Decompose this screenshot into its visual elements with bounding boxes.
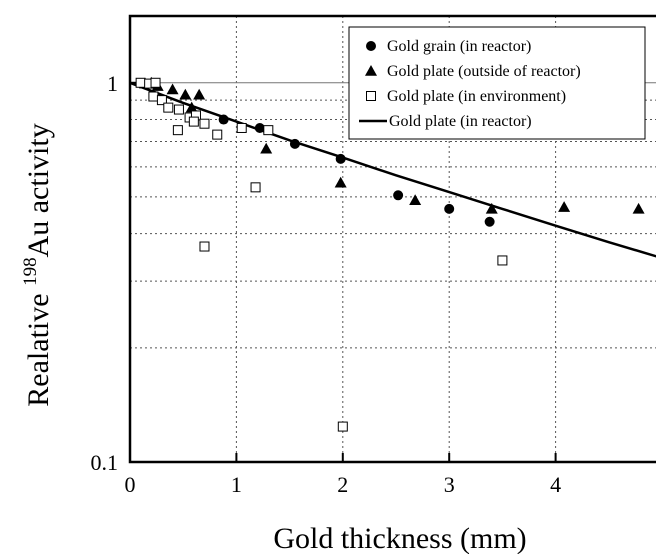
x-tick-label: 1 — [231, 472, 242, 497]
data-point-open-square — [236, 122, 247, 133]
data-point-triangle — [485, 202, 498, 214]
data-point-open-square — [156, 95, 167, 106]
x-tick-label: 0 — [125, 472, 136, 497]
legend-swatch-circle — [366, 41, 376, 51]
data-point-open-square — [150, 77, 161, 88]
plot-area-frame — [128, 14, 656, 464]
data-point-open-square — [250, 182, 261, 193]
data-point-open-square — [135, 77, 146, 88]
data-point-triangle — [179, 88, 192, 100]
data-point-triangle — [260, 142, 273, 154]
legend-entry-label: Gold grain (in reactor) — [387, 38, 531, 55]
data-point-triangle — [632, 202, 645, 214]
x-tick-label: 3 — [444, 472, 455, 497]
data-point-circle — [393, 190, 404, 201]
y-axis-title: Realative 198Au activity — [20, 123, 55, 406]
legend-entry-label: Gold plate (in reactor) — [389, 113, 532, 130]
y-tick-label: 0.1 — [91, 450, 119, 475]
data-point-open-square — [337, 421, 348, 432]
data-point-triangle — [409, 194, 422, 206]
data-point-open-square — [212, 129, 223, 140]
data-point-triangle — [185, 101, 198, 113]
data-point-triangle — [334, 176, 347, 188]
data-point-open-square — [163, 102, 174, 113]
legend-swatch-open-square — [366, 91, 376, 101]
y-tick-label: 1 — [107, 71, 118, 96]
data-point-circle — [484, 216, 495, 227]
data-point-open-square — [173, 104, 184, 115]
series-line-gold-plate-in-reactor — [129, 81, 656, 258]
data-point-triangle — [558, 201, 571, 212]
data-point-circle — [444, 203, 455, 214]
y-axis-title-suffix: Au activity — [22, 123, 55, 257]
data-point-open-square — [188, 116, 199, 127]
data-point-open-square — [199, 241, 210, 252]
data-point-open-square — [148, 91, 159, 102]
legend-entry-label: Gold plate (in environment) — [387, 88, 566, 105]
legend-box — [348, 26, 646, 140]
data-point-open-square — [263, 125, 274, 136]
data-point-open-square — [199, 118, 210, 129]
data-point-triangle — [166, 83, 179, 95]
axis-ticks: 0123450.11 — [91, 71, 562, 497]
fit-curve — [129, 81, 656, 258]
data-markers — [135, 76, 645, 432]
data-point-circle — [254, 122, 265, 133]
data-point-circle — [289, 138, 300, 149]
data-point-circle — [335, 153, 346, 164]
x-axis-title: Gold thickness (mm) — [273, 522, 526, 554]
y-axis-title-superscript: 198 — [20, 257, 41, 286]
x-tick-label: 2 — [337, 472, 348, 497]
legend-swatch-triangle — [365, 65, 377, 76]
data-point-open-square — [497, 255, 508, 266]
legend: Gold grain (in reactor) Gold plate (outsi… — [348, 26, 646, 140]
y-axis-title-prefix: Realative — [22, 286, 55, 407]
data-point-circle — [218, 114, 229, 125]
x-tick-label: 4 — [550, 472, 561, 497]
data-point-open-square — [172, 125, 183, 136]
data-point-triangle — [193, 88, 206, 100]
legend-entry-label: Gold plate (outside of reactor) — [387, 63, 581, 80]
